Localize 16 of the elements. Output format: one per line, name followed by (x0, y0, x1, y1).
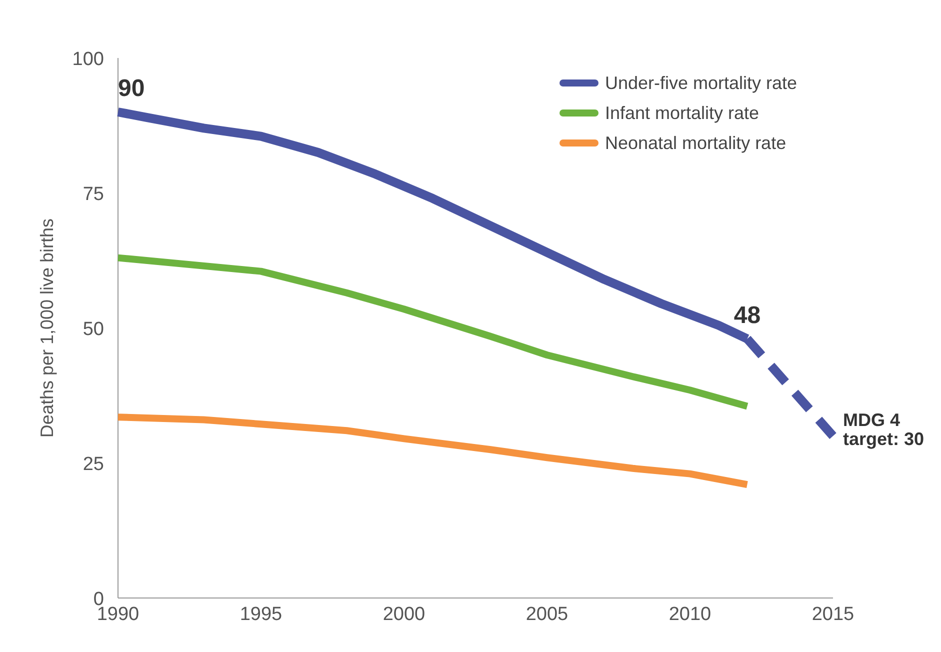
annotation: 48 (734, 302, 761, 329)
x-tick-label: 1995 (240, 604, 282, 625)
x-tick-label: 2000 (382, 604, 426, 625)
annotation: MDG 4 target: 30 (843, 410, 924, 449)
x-tick-label: 2010 (668, 604, 712, 625)
x-tick-label: 2015 (812, 604, 854, 625)
annotation: 90 (118, 75, 145, 102)
y-axis-title: Deaths per 1,000 live births (37, 218, 57, 438)
y-tick-label: 50 (82, 319, 104, 340)
y-tick-label: 100 (72, 49, 104, 70)
y-tick-label: 75 (82, 184, 104, 205)
legend-label: Neonatal mortality rate (605, 133, 786, 153)
legend-label: Under-five mortality rate (605, 73, 798, 93)
legend-label: Infant mortality rate (605, 103, 760, 123)
y-tick-label: 25 (82, 454, 104, 475)
x-tick-label: 2005 (526, 604, 568, 625)
